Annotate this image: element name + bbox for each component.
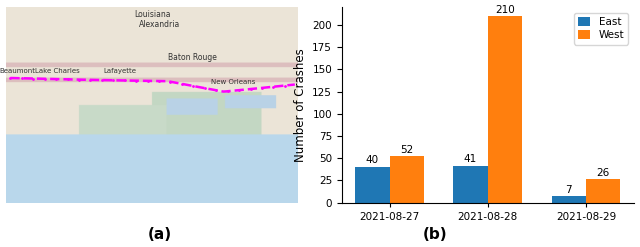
Text: 40: 40 <box>366 155 379 165</box>
Text: 7: 7 <box>566 185 572 195</box>
Bar <box>488 16 522 203</box>
Text: Beaumont: Beaumont <box>0 68 36 74</box>
Bar <box>552 196 586 203</box>
Text: 210: 210 <box>495 4 515 15</box>
Text: Alexandria: Alexandria <box>140 20 180 29</box>
Text: Lake Charles: Lake Charles <box>35 68 80 74</box>
Bar <box>586 180 620 203</box>
Text: Baton Rouge: Baton Rouge <box>168 53 217 62</box>
Text: 52: 52 <box>400 145 413 155</box>
Text: 26: 26 <box>596 168 610 178</box>
Text: New Orleans: New Orleans <box>211 80 255 85</box>
Text: Louisiana: Louisiana <box>134 10 171 20</box>
Text: 41: 41 <box>464 154 477 165</box>
Text: (a): (a) <box>148 227 172 242</box>
Text: Lafayette: Lafayette <box>103 68 136 74</box>
Text: (b): (b) <box>423 227 447 242</box>
Bar <box>390 156 424 203</box>
Bar <box>453 166 488 203</box>
Legend: East, West: East, West <box>573 13 628 44</box>
Bar <box>355 167 390 203</box>
Y-axis label: Number of Crashes: Number of Crashes <box>294 48 307 162</box>
